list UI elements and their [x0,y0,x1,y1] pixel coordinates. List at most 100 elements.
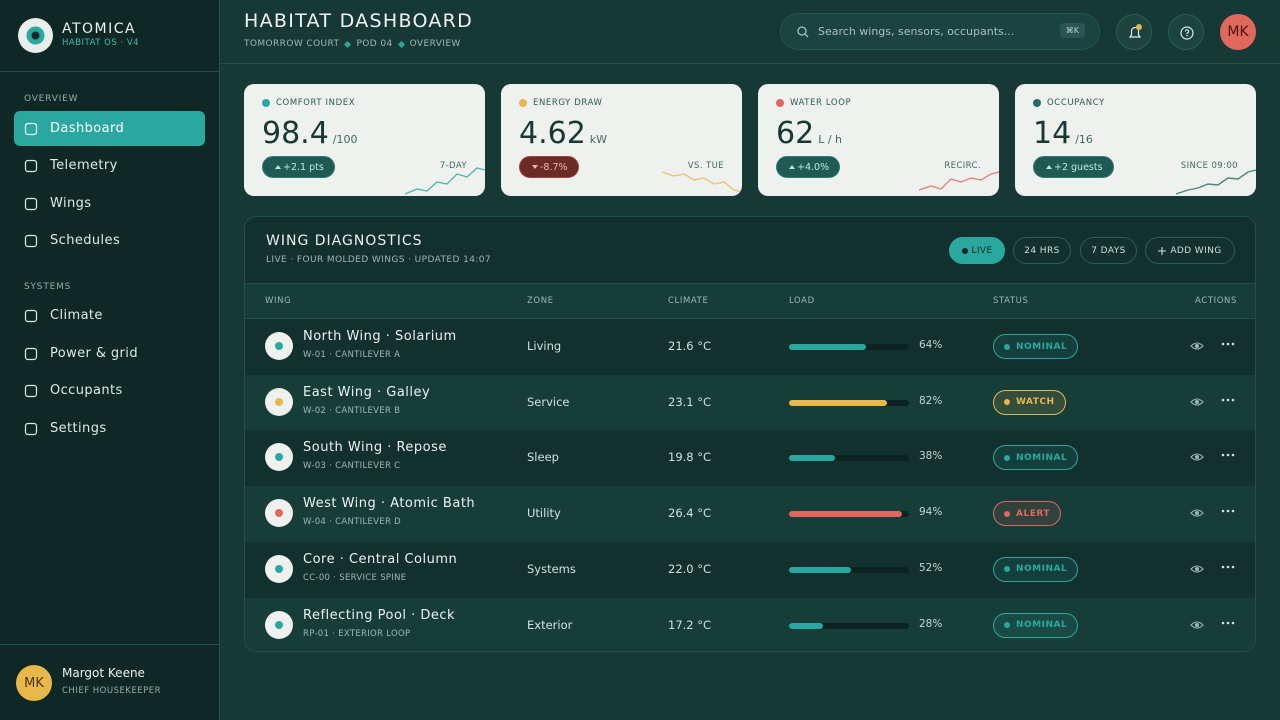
status-dot [1004,622,1010,628]
kpi-note: 7-DAY [439,161,467,171]
view-button[interactable] [1190,339,1204,353]
view-button[interactable] [1190,450,1204,464]
trend-arrow [789,165,795,169]
kpi-card: ENERGY DRAW 4.62 kW -8.7% VS. TUE [501,84,742,196]
nav-label: Settings [50,421,107,436]
load-bar [789,344,866,350]
nav-label: Wings [50,196,92,211]
column-header: ACTIONS [1195,296,1237,306]
panel-subtitle: LIVE · FOUR MOLDED WINGS · UPDATED 14:07 [266,255,492,265]
filter-pill[interactable]: 7 DAYS [1080,237,1137,264]
kpi-label: ENERGY DRAW [519,98,603,108]
status-badge: NOMINAL [993,445,1079,471]
nav-item[interactable]: Schedules [14,223,205,258]
sparkline [405,167,485,195]
breadcrumb-item[interactable]: POD 04 [356,39,393,49]
nav-item[interactable]: Occupants [14,373,205,408]
kpi-note: SINCE 09:00 [1180,161,1238,171]
nav-icon [24,309,38,322]
load-track [789,511,909,518]
divider [0,644,220,645]
kpi-value-wrap: 62 L / h [776,116,842,151]
kpi-note: VS. TUE [687,161,724,171]
load-bar [789,455,835,462]
table-row[interactable]: West Wing · Atomic Bath W-04 · CANTILEVER… [245,486,1255,543]
column-header: STATUS [993,296,1029,306]
nav-item[interactable]: Settings [14,411,205,446]
nav-section-title: SYSTEMS [24,282,72,292]
view-button[interactable] [1190,618,1204,632]
view-button[interactable] [1190,506,1204,520]
zone: Service [527,394,570,409]
add-button[interactable]: ADD WING [1145,237,1235,264]
zone: Utility [527,506,561,521]
kpi-unit: L / h [818,133,842,146]
kpi-value: 14 [1033,116,1072,151]
status-text: NOMINAL [1016,620,1068,630]
climate: 22.0 °C [668,561,712,576]
divider [0,71,220,72]
nav-item[interactable]: Dashboard [14,111,205,146]
more-button[interactable] [1221,562,1235,576]
user-avatar[interactable]: MK [16,665,52,701]
table-row[interactable]: South Wing · Repose W-03 · CANTILEVER C Sl… [245,430,1255,487]
wing-name: South Wing · Repose [303,440,447,456]
page-title: HABITAT DASHBOARD [244,10,474,32]
kpi-label-text: OCCUPANCY [1047,98,1105,108]
more-button[interactable] [1221,506,1235,520]
climate: 19.8 °C [668,450,712,465]
wing-code: W-02 · CANTILEVER B [303,405,401,416]
column-header: ZONE [527,296,554,306]
help-icon [1180,26,1194,40]
more-button[interactable] [1221,450,1235,464]
logo-glyph [26,26,45,45]
load-label: 28% [919,617,943,630]
climate: 26.4 °C [668,506,712,521]
nav-item[interactable]: Telemetry [14,148,205,183]
status-badge: NOMINAL [993,612,1079,638]
column-header: CLIMATE [668,296,709,306]
kpi-delta-text: -8.7% [540,161,568,173]
load-bar [789,566,852,573]
help-button[interactable] [1168,14,1204,50]
notifications-button[interactable] [1116,14,1152,50]
more-button[interactable] [1221,339,1235,353]
wing-icon [265,610,293,639]
load-track [789,344,909,350]
nav-item[interactable]: Climate [14,298,205,333]
breadcrumb-item[interactable]: OVERVIEW [409,39,461,49]
load-label: 82% [919,394,943,407]
view-button[interactable] [1190,395,1204,409]
filter-pill[interactable]: 24 HRS [1013,237,1071,264]
wing-glyph [275,564,283,573]
status-dot [1004,566,1010,573]
search-box[interactable]: Search wings, sensors, occupants... ⌘K [780,13,1100,50]
table-row[interactable]: East Wing · Galley W-02 · CANTILEVER B Ser… [245,374,1255,431]
kpi-card: COMFORT INDEX 98.4/100 +2.1 pts 7-DAY [244,84,485,196]
kpi-card: OCCUPANCY 14/16 +2 guests SINCE 09:00 [1015,84,1256,196]
filter-pill[interactable]: LIVE [949,237,1005,264]
header-avatar[interactable]: MK [1220,14,1256,50]
status-dot [1004,399,1010,406]
kpi-dot [262,99,270,107]
wing-name: Reflecting Pool · Deck [303,607,456,623]
table-row[interactable]: Reflecting Pool · Deck RP-01 · EXTERIOR L… [245,597,1255,651]
nav-icon [24,234,38,247]
brand-sub: HABITAT OS · V4 [62,38,140,48]
live-dot [962,247,969,254]
user-role: CHIEF HOUSEKEEPER [62,686,162,696]
nav-item[interactable]: Power & grid [14,336,205,371]
nav-item[interactable]: Wings [14,186,205,221]
kpi-delta: +2 guests [1033,156,1114,178]
breadcrumb-item[interactable]: TOMORROW COURT [244,39,340,49]
brand-logo [18,18,53,53]
more-button[interactable] [1221,395,1235,409]
status-badge: NOMINAL [993,334,1079,359]
wing-glyph [275,453,283,462]
table-row[interactable]: North Wing · Solarium W-01 · CANTILEVER A… [245,319,1255,375]
wing-icon [265,387,293,416]
nav-icon [24,384,38,397]
table-row[interactable]: Core · Central Column CC-00 · SERVICE SPI… [245,541,1255,598]
view-button[interactable] [1190,562,1204,576]
more-button[interactable] [1221,618,1235,632]
